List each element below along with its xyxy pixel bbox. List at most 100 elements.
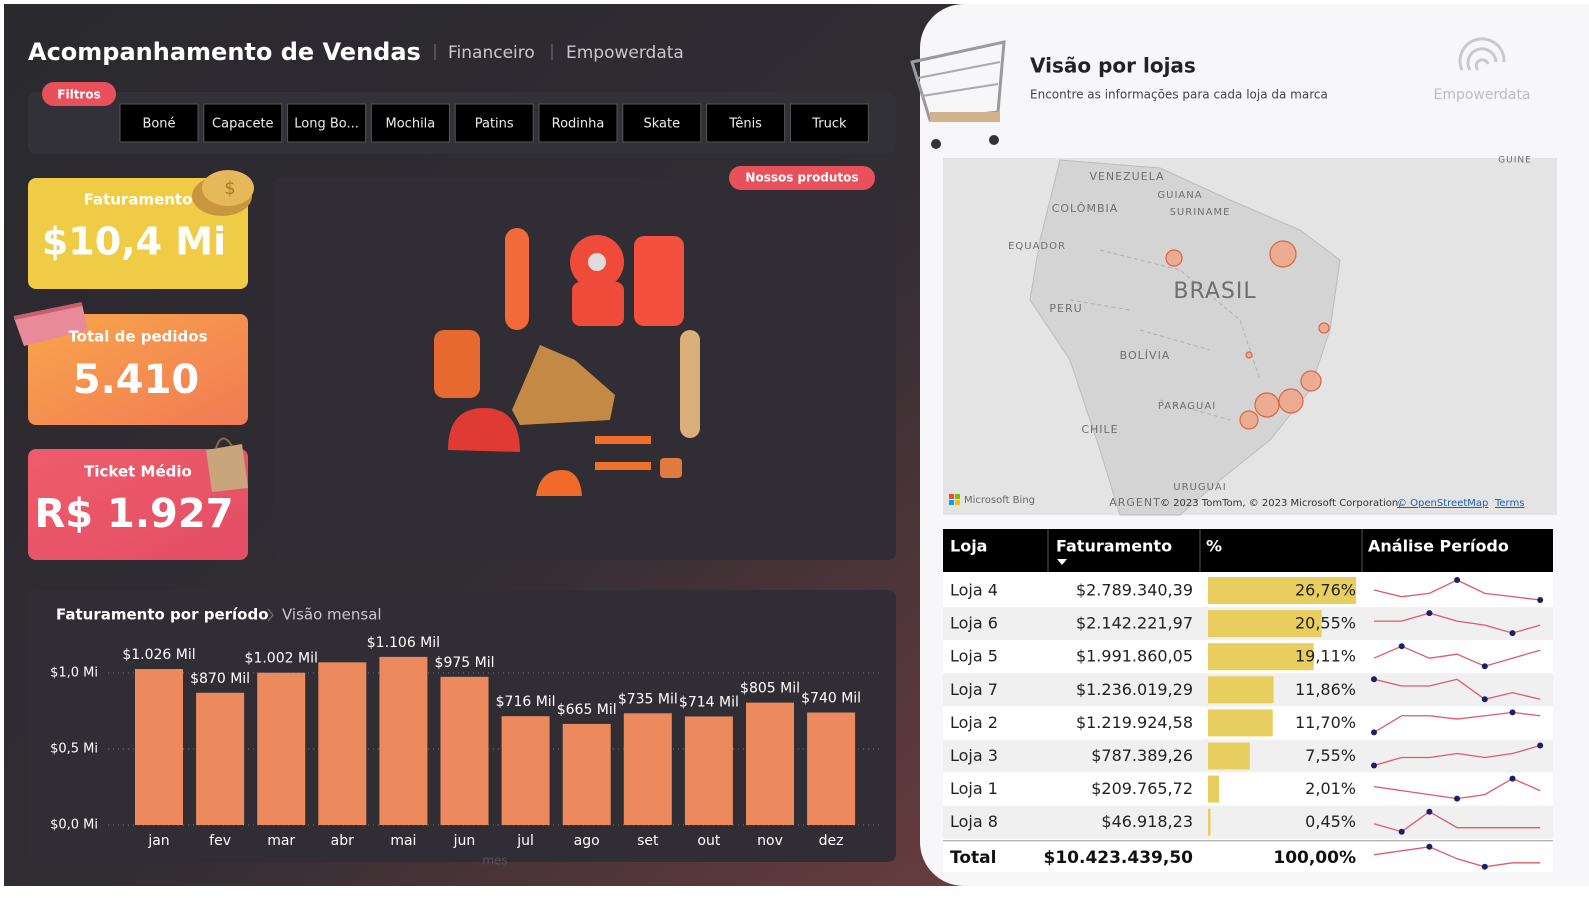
filter-button[interactable] — [622, 103, 702, 143]
map-label: GUIANA — [1157, 190, 1202, 201]
filter-buttons: Boné Capacete Long Bo... Mochila Patins Rodin… — [119, 103, 869, 143]
cell: $46.918,23 — [1101, 812, 1193, 831]
x-tick-label: jun — [453, 833, 476, 849]
total-cell: Total — [950, 848, 996, 868]
stores-subtitle: Encontre as informações para cada loja d… — [1030, 88, 1328, 102]
cell: 19,11% — [1295, 647, 1356, 666]
kpi-value: R$ 1.927 — [34, 491, 233, 537]
cell: Loja 7 — [950, 680, 998, 699]
data-label: $716 Mil — [496, 694, 556, 710]
cell: 7,55% — [1305, 746, 1356, 765]
x-tick-label: dez — [819, 833, 844, 849]
kpi-label: Total de pedidos — [68, 328, 207, 346]
chevron — [267, 608, 274, 622]
filter-button[interactable] — [538, 103, 618, 143]
column-header[interactable]: % — [1206, 537, 1222, 556]
map-label: VENEZUELA — [1089, 170, 1164, 183]
cell: Loja 2 — [950, 713, 998, 732]
pct-bar — [1208, 709, 1273, 737]
cell: Loja 4 — [950, 581, 998, 600]
bar — [623, 713, 672, 825]
map-overlay: VENEZUELA GUIANA SURINAME COLÔMBIA EQUADOR BR… — [1008, 156, 1531, 510]
x-tick-label: set — [637, 833, 659, 849]
sparkline-point — [1371, 729, 1377, 736]
cell: Loja 1 — [950, 779, 998, 798]
data-label: $1.002 Mil — [245, 651, 318, 667]
bar — [440, 676, 489, 825]
sparkline-point — [1481, 696, 1488, 703]
filter-button[interactable] — [203, 103, 283, 143]
filter-button-label: Capacete — [212, 117, 274, 132]
x-tick-label: nov — [757, 833, 783, 849]
cell: 20,55% — [1295, 614, 1356, 633]
filter-label: Filtros — [57, 88, 100, 102]
pct-bar — [1208, 808, 1211, 836]
total-cell: $10.423.439,50 — [1044, 848, 1194, 868]
map-label: EQUADOR — [1008, 241, 1066, 252]
map-borders — [1069, 249, 1261, 421]
cell: 11,86% — [1295, 680, 1356, 699]
tab[interactable]: Empowerdata — [566, 43, 684, 63]
column-header[interactable]: Loja — [950, 537, 987, 556]
chart-subtitle: Visão mensal — [282, 606, 382, 624]
filter-pill — [42, 82, 116, 106]
kpi-value: 5.410 — [73, 357, 200, 403]
data-label: $805 Mil — [740, 681, 800, 697]
filter-button-label: Patins — [475, 117, 514, 132]
filter-button[interactable] — [454, 103, 534, 143]
filter-button[interactable] — [706, 103, 786, 143]
cell: 11,70% — [1295, 713, 1356, 732]
filter-button[interactable] — [119, 103, 199, 143]
data-label: $740 Mil — [801, 691, 861, 707]
map-label: PERU — [1049, 302, 1082, 315]
sparkline-point — [1537, 597, 1544, 603]
sparkline-point — [1371, 676, 1377, 683]
sparkline-point — [1371, 762, 1377, 769]
product-images — [434, 228, 700, 496]
map-label: BRASIL — [1173, 279, 1256, 304]
filter-button[interactable] — [789, 103, 869, 143]
products-label: Nossos produtos — [745, 171, 858, 185]
svg-text:$: $ — [224, 178, 235, 199]
kpi-card — [28, 449, 248, 560]
kpi-label: Ticket Médio — [84, 463, 192, 481]
cell: $787.389,26 — [1091, 746, 1193, 765]
x-axis-title: mes — [482, 854, 507, 868]
bar — [257, 672, 306, 825]
column-header[interactable]: Faturamento — [1056, 537, 1172, 556]
data-label: $714 Mil — [679, 694, 739, 710]
pct-bar — [1208, 676, 1274, 704]
cell: $2.789.340,39 — [1076, 581, 1193, 600]
total-cell: 100,00% — [1273, 848, 1356, 868]
bar — [196, 692, 245, 825]
sparkline-point — [1509, 775, 1516, 782]
bar — [135, 669, 183, 825]
pct-bar — [1208, 610, 1322, 638]
pct-bar — [1208, 775, 1220, 803]
bar — [562, 723, 611, 825]
sparkline-point — [1426, 808, 1433, 815]
sparkline-point — [1426, 610, 1433, 617]
data-label: $1.106 Mil — [367, 635, 440, 651]
bar — [684, 716, 733, 825]
filter-button[interactable] — [370, 103, 450, 143]
cell: $1.219.924,58 — [1076, 713, 1193, 732]
map-link[interactable]: © OpenStreetMap — [1397, 498, 1488, 509]
pct-bar — [1208, 577, 1356, 604]
x-tick-label: fev — [209, 833, 231, 849]
bar — [807, 712, 856, 825]
column-header[interactable]: Análise Período — [1368, 537, 1509, 556]
filter-button[interactable] — [287, 103, 367, 143]
cell: 0,45% — [1305, 812, 1356, 831]
map-attribution: © 2023 TomTom, © 2023 Microsoft Corporat… — [1160, 498, 1401, 509]
sparkline-point — [1454, 577, 1461, 583]
filter-button-label: Truck — [811, 117, 847, 132]
bar — [379, 656, 428, 825]
map-link[interactable]: Terms — [1494, 498, 1524, 509]
tab[interactable]: Financeiro — [448, 43, 535, 63]
brand-logo — [1458, 37, 1506, 72]
sparkline — [1373, 744, 1541, 767]
chart-title: Faturamento por período — [56, 606, 269, 624]
cell: Loja 5 — [950, 647, 998, 666]
sparkline-point — [1426, 843, 1433, 850]
